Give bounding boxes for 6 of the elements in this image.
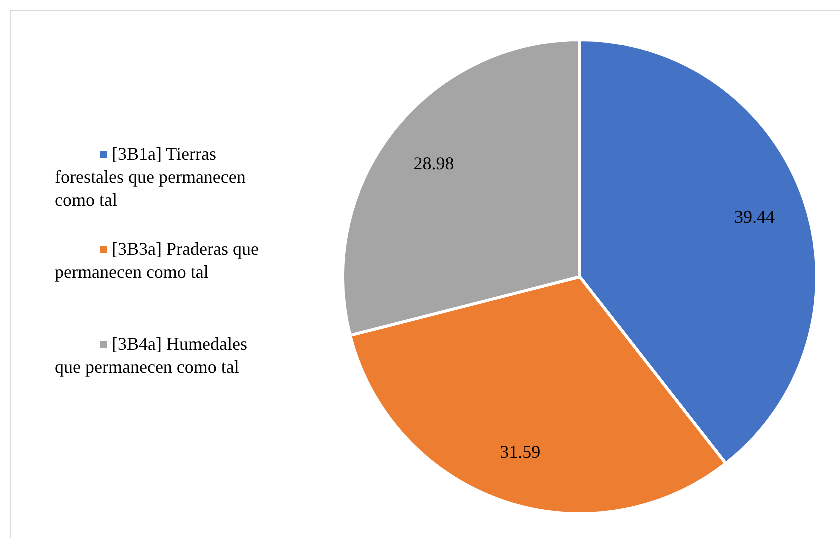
data-label: 28.98 — [414, 154, 454, 174]
data-label: 31.59 — [500, 442, 541, 462]
legend-label: [3B3a] Praderas que permanecen como tal — [55, 239, 259, 282]
legend-label: [3B1a] Tierras forestales que permanecen como tal — [55, 144, 246, 210]
data-label: 39.44 — [734, 206, 776, 227]
legend-label: [3B4a] Humedales que permanecen como tal — [55, 334, 248, 377]
